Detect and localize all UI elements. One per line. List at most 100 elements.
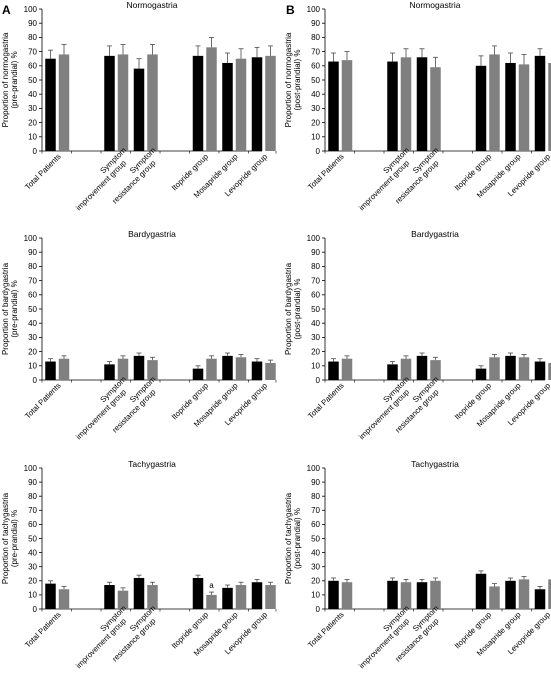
y-tick-label: 60 xyxy=(311,291,320,300)
bar xyxy=(505,62,516,151)
y-tick-label: 10 xyxy=(311,362,320,371)
y-tick-label: 50 xyxy=(28,534,37,543)
y-axis-label: Proportion of tachygastria(post-prandial… xyxy=(284,492,302,584)
bar xyxy=(518,64,530,151)
bar xyxy=(534,361,546,380)
bar xyxy=(265,585,276,609)
bar xyxy=(206,594,217,609)
y-tick-label: 20 xyxy=(28,347,37,356)
y-tick-label: 90 xyxy=(28,19,37,28)
x-tick-label: Symptomimprovement group xyxy=(68,375,135,442)
y-tick-label: 50 xyxy=(311,305,320,314)
bar xyxy=(400,358,412,380)
chart-panel-6: Tachygastria Proportion of tachygastria(p… xyxy=(284,459,551,670)
bar xyxy=(518,579,530,609)
y-tick-label: 30 xyxy=(28,333,37,342)
y-tick-label: 10 xyxy=(311,133,320,142)
bar xyxy=(206,358,217,380)
bar xyxy=(341,358,353,380)
bar xyxy=(341,582,353,609)
bar xyxy=(518,357,530,380)
x-tick-label: Total Patients xyxy=(306,152,346,192)
bar xyxy=(235,357,247,380)
bar xyxy=(416,355,428,380)
y-tick-label: 100 xyxy=(24,234,38,243)
bar xyxy=(505,355,516,380)
y-tick-label: 80 xyxy=(28,33,37,42)
y-tick-label: 0 xyxy=(316,605,321,614)
bar xyxy=(328,580,339,609)
bar xyxy=(341,60,353,152)
bar xyxy=(117,358,129,380)
y-tick-label: 100 xyxy=(307,234,321,243)
y-tick-label: 20 xyxy=(28,577,37,586)
bar xyxy=(222,62,233,151)
chart-panel-2: Normogastria Proportion of normogastria(p… xyxy=(284,0,551,212)
y-tick-label: 0 xyxy=(33,605,38,614)
bar xyxy=(104,364,115,380)
y-tick-label: 10 xyxy=(28,362,37,371)
y-tick-label: 0 xyxy=(33,376,38,385)
bar xyxy=(534,55,546,151)
bar xyxy=(104,585,115,609)
significance-annotation: a xyxy=(209,581,214,590)
bar xyxy=(58,54,70,151)
y-axis-label: Proportion of tachygastria(pre-prandial)… xyxy=(1,492,19,584)
chart-panel-4: Bardygastria Proportion of bardygastria(p… xyxy=(284,229,551,441)
y-tick-label: 100 xyxy=(307,464,321,473)
bar xyxy=(235,585,247,609)
y-tick-label: 50 xyxy=(28,76,37,85)
y-tick-label: 70 xyxy=(311,47,320,56)
y-tick-label: 30 xyxy=(311,563,320,572)
bar xyxy=(117,54,129,151)
bar xyxy=(133,68,145,151)
y-tick-label: 70 xyxy=(311,506,320,515)
y-tick-label: 90 xyxy=(311,478,320,487)
y-tick-label: 80 xyxy=(311,492,320,501)
y-tick-label: 10 xyxy=(28,133,37,142)
y-tick-label: 40 xyxy=(311,319,320,328)
y-tick-label: 20 xyxy=(311,118,320,127)
y-tick-label: 90 xyxy=(311,19,320,28)
y-tick-label: 0 xyxy=(33,147,38,156)
bar xyxy=(416,582,428,609)
bar xyxy=(147,360,158,380)
bar xyxy=(117,590,129,609)
y-tick-label: 0 xyxy=(316,376,321,385)
bar xyxy=(104,55,115,151)
bar xyxy=(192,368,204,380)
bar xyxy=(475,368,487,380)
bar xyxy=(133,355,145,380)
bar xyxy=(192,577,204,609)
bar xyxy=(489,54,500,151)
x-tick-label: Total Patients xyxy=(23,610,63,650)
y-tick-label: 60 xyxy=(311,520,320,529)
bar xyxy=(265,55,276,151)
x-tick-label: Symptomimprovement group xyxy=(351,146,418,213)
y-tick-label: 30 xyxy=(311,333,320,342)
y-tick-label: 100 xyxy=(24,5,38,14)
bar xyxy=(328,61,339,151)
chart-title: Tachygastria xyxy=(128,459,176,469)
bar xyxy=(265,362,276,380)
bar xyxy=(147,585,158,609)
y-tick-label: 20 xyxy=(311,577,320,586)
bar xyxy=(147,54,158,151)
bar xyxy=(251,57,263,151)
chart-panel-3: Bardygastria Proportion of bardygastria(p… xyxy=(1,229,277,442)
bar xyxy=(548,362,551,380)
y-tick-label: 50 xyxy=(311,76,320,85)
y-tick-label: 30 xyxy=(28,104,37,113)
x-tick-label: Total Patients xyxy=(306,381,346,421)
y-tick-label: 90 xyxy=(28,478,37,487)
chart-panel-5: Tachygastria Proportion of tachygastria(p… xyxy=(1,459,277,670)
y-tick-label: 20 xyxy=(311,347,320,356)
bar xyxy=(430,67,441,151)
y-tick-label: 60 xyxy=(28,291,37,300)
bar xyxy=(430,580,441,609)
x-tick-label: Symptomimprovement group xyxy=(351,604,418,671)
y-tick-label: 90 xyxy=(311,248,320,257)
panel-letter-b: B xyxy=(286,3,295,17)
